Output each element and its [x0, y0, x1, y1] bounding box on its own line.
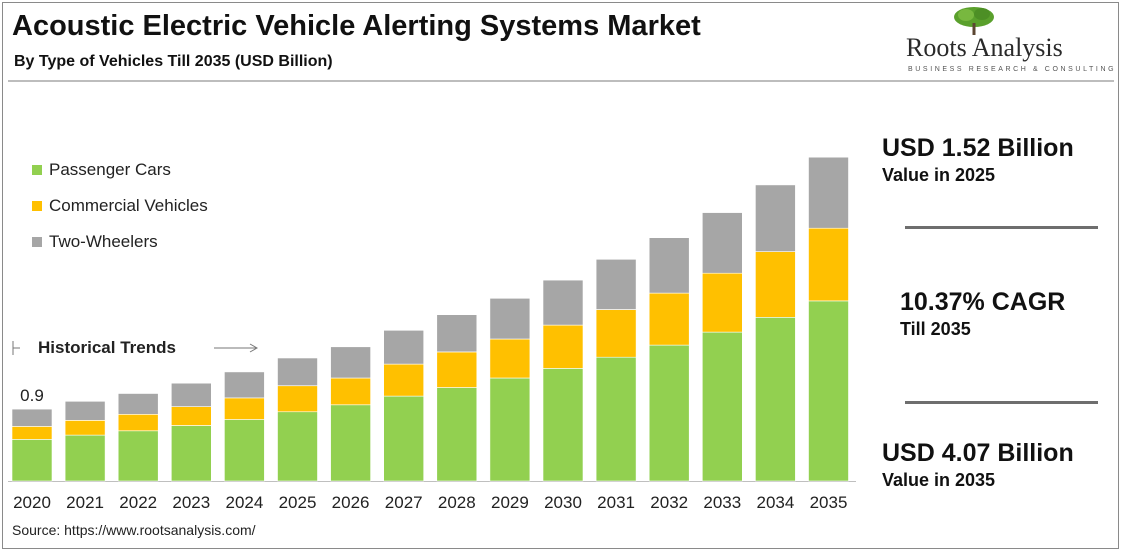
bar-passenger-cars-2020	[11, 439, 53, 482]
bar-two-wheelers-2030	[542, 279, 584, 326]
bar-passenger-cars-2030	[542, 368, 584, 482]
x-tick-label: 2022	[119, 493, 157, 512]
bar-passenger-cars-2026	[330, 404, 371, 482]
bar-two-wheelers-2028	[436, 314, 478, 353]
bar-commercial-vehicles-2028	[436, 351, 478, 388]
bar-passenger-cars-2024	[224, 419, 265, 482]
bar-passenger-cars-2023	[171, 425, 212, 482]
legend-label: Passenger Cars	[49, 160, 171, 179]
bar-commercial-vehicles-2026	[330, 377, 371, 406]
bar-commercial-vehicles-2033	[701, 272, 743, 333]
bar-two-wheelers-2026	[330, 346, 371, 379]
roots-analysis-logo: Roots Analysis BUSINESS RESEARCH & CONSU…	[898, 6, 1114, 78]
kpi-value: 10.37% CAGR	[900, 288, 1066, 316]
x-tick-label: 2021	[66, 493, 104, 512]
bar-commercial-vehicles-2029	[489, 338, 531, 379]
chart-subtitle: By Type of Vehicles Till 2035 (USD Billi…	[14, 53, 333, 70]
x-tick-label: 2034	[756, 493, 794, 512]
bar-commercial-vehicles-2022	[117, 413, 159, 432]
x-tick-label: 2025	[279, 493, 317, 512]
bar-commercial-vehicles-2021	[64, 420, 106, 436]
bar-commercial-vehicles-2031	[595, 309, 637, 358]
bar-two-wheelers-2034	[755, 184, 796, 252]
x-tick-label: 2031	[597, 493, 635, 512]
bar-two-wheelers-2029	[489, 297, 531, 340]
historical-trends-annotation: Historical Trends	[12, 337, 272, 361]
legend-swatch-commercial-vehicles	[32, 201, 42, 211]
legend-item-commercial-vehicles: Commercial Vehicles	[32, 188, 208, 224]
bar-commercial-vehicles-2032	[648, 292, 690, 346]
kpi-cagr: 10.37% CAGR Till 2035	[900, 288, 1123, 340]
kpi-label: Value in 2035	[882, 470, 996, 490]
x-tick-label: 2035	[810, 493, 848, 512]
x-tick-label: 2032	[650, 493, 688, 512]
bar-two-wheelers-2025	[277, 357, 318, 387]
bar-passenger-cars-2035	[808, 300, 849, 482]
kpi-label: Value in 2025	[882, 165, 996, 185]
bar-passenger-cars-2022	[117, 430, 159, 482]
bar-two-wheelers-2035	[808, 156, 849, 229]
x-tick-label: 2029	[491, 493, 529, 512]
bar-two-wheelers-2027	[383, 329, 425, 365]
x-tick-label: 2028	[438, 493, 476, 512]
bar-passenger-cars-2029	[489, 377, 531, 482]
bar-commercial-vehicles-2030	[542, 324, 584, 369]
bar-two-wheelers-2033	[701, 212, 743, 274]
x-tick-label: 2023	[172, 493, 210, 512]
kpi-2025-value: USD 1.52 Billion Value in 2025	[882, 134, 1122, 186]
chart-title: Acoustic Electric Vehicle Alerting Syste…	[12, 10, 701, 42]
bar-commercial-vehicles-2027	[383, 363, 425, 397]
bar-commercial-vehicles-2025	[277, 385, 318, 413]
bar-two-wheelers-2020	[11, 408, 53, 427]
kpi-divider	[905, 226, 1098, 229]
legend-swatch-passenger-cars	[32, 165, 42, 175]
logo-name: Roots Analysis	[906, 33, 1063, 62]
bar-passenger-cars-2021	[64, 434, 106, 482]
x-tick-label: 2024	[225, 493, 263, 512]
tree-icon	[954, 7, 994, 35]
bar-passenger-cars-2034	[755, 316, 796, 482]
bar-two-wheelers-2024	[224, 371, 265, 399]
bar-passenger-cars-2028	[436, 387, 478, 482]
kpi-divider	[905, 401, 1098, 404]
bar-two-wheelers-2023	[171, 382, 212, 407]
bar-commercial-vehicles-2035	[808, 227, 849, 302]
kpi-label: Till 2035	[900, 319, 971, 339]
bar-two-wheelers-2022	[117, 393, 159, 415]
x-tick-label: 2027	[385, 493, 423, 512]
kpi-value: USD 4.07 Billion	[882, 439, 1074, 467]
kpi-2035-value: USD 4.07 Billion Value in 2035	[882, 439, 1122, 491]
bar-commercial-vehicles-2020	[11, 426, 53, 440]
x-tick-label: 2033	[703, 493, 741, 512]
x-tick-label: 2026	[332, 493, 370, 512]
data-label-2020: 0.9	[20, 386, 44, 405]
legend-item-passenger-cars: Passenger Cars	[32, 152, 208, 188]
kpi-value: USD 1.52 Billion	[882, 134, 1074, 162]
bar-commercial-vehicles-2034	[755, 251, 796, 318]
legend-swatch-two-wheelers	[32, 237, 42, 247]
bar-two-wheelers-2032	[648, 237, 690, 294]
legend-item-two-wheelers: Two-Wheelers	[32, 224, 208, 260]
bar-passenger-cars-2031	[595, 356, 637, 482]
legend-label: Two-Wheelers	[49, 232, 158, 251]
bar-two-wheelers-2021	[64, 400, 106, 421]
bar-commercial-vehicles-2023	[171, 406, 212, 426]
x-tick-label: 2030	[544, 493, 582, 512]
historical-trends-arrow	[12, 341, 259, 355]
header-divider	[8, 80, 1114, 82]
bar-passenger-cars-2027	[383, 395, 425, 482]
logo-tagline: BUSINESS RESEARCH & CONSULTING	[908, 66, 1117, 73]
chart-legend: Passenger Cars Commercial Vehicles Two-W…	[32, 152, 208, 260]
bar-passenger-cars-2025	[277, 411, 318, 482]
legend-label: Commercial Vehicles	[49, 196, 208, 215]
bar-passenger-cars-2033	[701, 331, 743, 482]
bar-commercial-vehicles-2024	[224, 397, 265, 420]
historical-trends-label: Historical Trends	[38, 338, 176, 357]
source-note: Source: https://www.rootsanalysis.com/	[12, 522, 256, 538]
x-tick-label: 2020	[13, 493, 51, 512]
bar-two-wheelers-2031	[595, 258, 637, 310]
bar-passenger-cars-2032	[648, 344, 690, 482]
